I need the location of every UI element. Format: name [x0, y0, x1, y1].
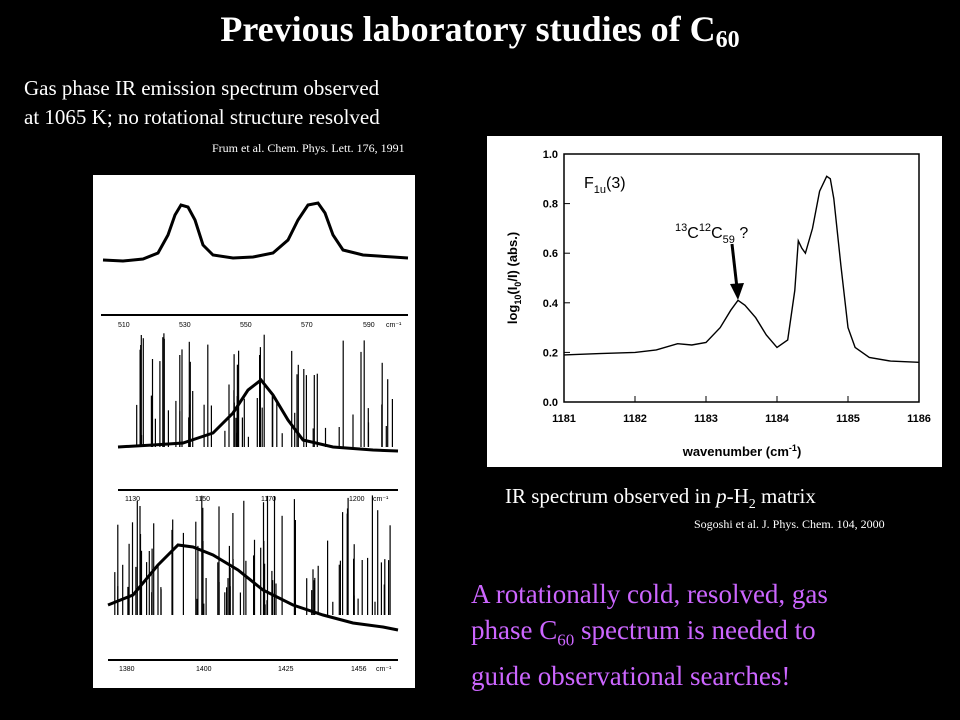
annotation-arrowhead — [730, 283, 744, 300]
right-caption: IR spectrum observed in p-H2 matrix — [505, 484, 816, 513]
panel1-tick: 590 — [363, 322, 375, 329]
panel1-tick: 570 — [301, 322, 313, 329]
panel3-tick: 1380 — [119, 666, 135, 673]
panel2-tick: 1130 — [125, 496, 140, 503]
series-line — [563, 175, 920, 363]
y-tick-label: 0.8 — [543, 199, 558, 211]
conclusion-line2: phase C60 spectrum is needed to — [471, 615, 816, 650]
panel3-tick: 1456 — [351, 666, 367, 673]
annotation-f1u: F1u(3) — [584, 175, 626, 196]
panel2-spikes — [136, 333, 393, 447]
panel1-tick: 510 — [118, 322, 130, 329]
x-tick-label: 1185 — [836, 413, 860, 425]
panel2-trace — [117, 377, 399, 453]
panel2-unit: cm⁻¹ — [373, 496, 389, 503]
x-axis-label: wavenumber (cm-1) — [682, 443, 802, 459]
left-caption-line2: at 1065 K; no rotational structure resol… — [24, 105, 380, 129]
annotation-arrow-shaft — [730, 243, 739, 289]
x-tick-label: 1182 — [623, 413, 647, 425]
plot-frame — [563, 153, 920, 403]
y-tick-label: 0.6 — [543, 248, 558, 260]
panel2-tick: 1170 — [261, 496, 276, 503]
y-tick-label: 1.0 — [543, 149, 558, 161]
y-tick-label: 0.2 — [543, 347, 558, 359]
left-caption: Gas phase IR emission spectrum observed … — [24, 74, 380, 132]
x-tick-label: 1186 — [907, 413, 931, 425]
x-tick-label: 1184 — [765, 413, 790, 425]
y-tick-label: 0.4 — [543, 298, 559, 310]
y-tick-label: 0.0 — [543, 397, 558, 409]
x-tick-label: 1181 — [552, 413, 576, 425]
annotation-isotopologue: 13C12C59 ? — [675, 222, 748, 246]
conclusion-note: A rotationally cold, resolved, gas phase… — [471, 576, 921, 694]
emission-spectra-figure: 510 530 550 570 590 cm⁻¹ 1130 1150 1170 … — [93, 175, 415, 688]
panel2-tick: 1200 — [349, 496, 365, 503]
panel1-tick: 550 — [240, 322, 252, 329]
y-axis-label: log10(I0/I) (abs.) — [505, 232, 523, 324]
matrix-spectrum-svg: 1181 1182 1183 1184 1185 1186 0.0 0.2 0.4 0.6 0.8… — [505, 149, 931, 459]
panel3-tick: 1425 — [278, 666, 294, 673]
matrix-spectrum-chart: 1181 1182 1183 1184 1185 1186 0.0 0.2 0.4 0.6 0.8… — [487, 136, 942, 467]
panel3-spikes — [114, 495, 391, 615]
conclusion-line3: guide observational searches! — [471, 661, 791, 692]
panel3-trace — [107, 543, 399, 632]
panel1-tick: 530 — [179, 322, 191, 329]
right-reference: Sogoshi et al. J. Phys. Chem. 104, 2000 — [694, 517, 885, 531]
x-tick-label: 1183 — [694, 413, 718, 425]
emission-spectra-svg: 510 530 550 570 590 cm⁻¹ 1130 1150 1170 … — [101, 201, 409, 673]
panel3-tick: 1400 — [196, 666, 212, 673]
slide-title: Previous laboratory studies of C60 — [220, 9, 740, 53]
panel1-unit: cm⁻¹ — [386, 322, 402, 329]
panel1-trace — [102, 201, 409, 263]
left-caption-line1: Gas phase IR emission spectrum observed — [24, 76, 380, 100]
conclusion-line1: A rotationally cold, resolved, gas — [471, 579, 828, 609]
left-reference: Frum et al. Chem. Phys. Lett. 176, 1991 — [212, 141, 405, 155]
panel3-unit: cm⁻¹ — [376, 666, 392, 673]
panel2-tick: 1150 — [195, 496, 210, 503]
